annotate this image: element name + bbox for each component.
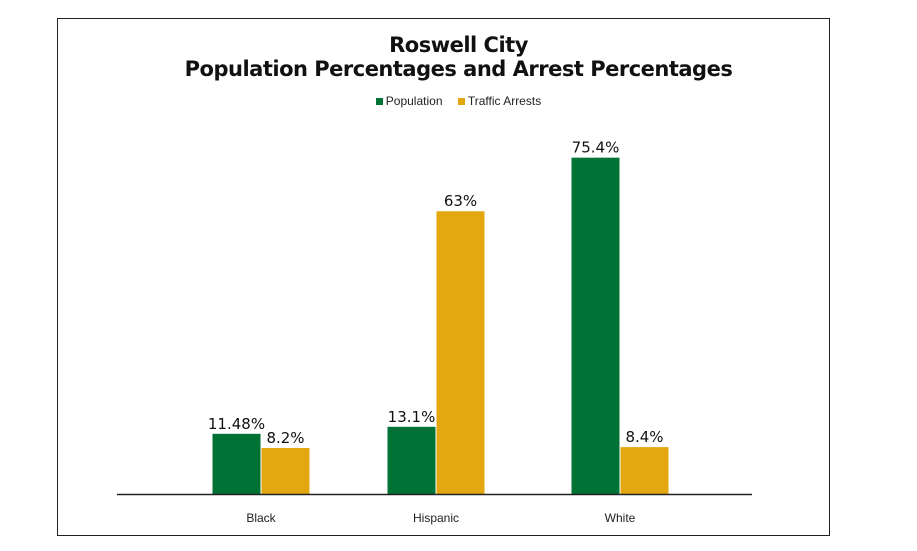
bar [387,426,436,494]
bar [436,211,485,495]
category-label: Hispanic [413,511,459,525]
legend: Population Traffic Arrests [0,94,917,108]
category-label: White [605,511,636,525]
data-label: 13.1% [388,408,436,426]
bar [212,433,261,494]
bar [620,447,669,494]
legend-item-population: Population [375,94,443,108]
data-label: 8.4% [625,428,663,446]
bar [571,157,620,494]
legend-swatch [375,98,383,106]
data-label: 63% [444,192,477,210]
data-label: 11.48% [208,415,265,433]
category-label: Black [246,511,276,525]
bar [261,447,310,494]
data-label: 75.4% [572,139,620,157]
chart-title: Roswell City [389,33,528,57]
data-label: 8.2% [266,429,304,447]
chart-subtitle: Population Percentages and Arrest Percen… [184,57,733,81]
legend-swatch [457,98,465,106]
legend-item-traffic-arrests: Traffic Arrests [457,94,541,108]
chart-frame [57,18,830,536]
